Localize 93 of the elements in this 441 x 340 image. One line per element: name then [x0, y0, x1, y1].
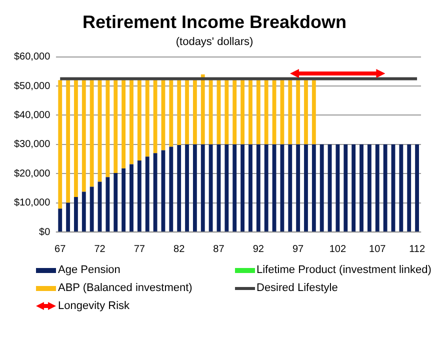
bar [82, 192, 86, 232]
bar [224, 80, 229, 144]
x-tick-label: 92 [252, 244, 264, 255]
text: Longevity Risk [58, 300, 130, 312]
bar [328, 144, 332, 232]
bar [320, 144, 324, 232]
bar [185, 144, 189, 232]
bar [288, 144, 292, 232]
bar [208, 144, 213, 232]
bar [177, 80, 182, 145]
bar [74, 80, 78, 197]
bar [248, 144, 252, 232]
bar [145, 156, 150, 232]
bar [383, 144, 388, 232]
bar [106, 177, 110, 232]
bar [169, 80, 174, 147]
bar [74, 196, 78, 232]
x-tick-label: 102 [329, 244, 346, 255]
bar [415, 144, 419, 232]
x-tick-label: 97 [292, 244, 304, 255]
bar [312, 80, 316, 144]
legend-label: Desired Lifestyle [256, 282, 338, 294]
x-tick-label: 67 [54, 244, 66, 255]
bar [130, 164, 134, 232]
bar [177, 144, 182, 232]
bar [114, 80, 118, 174]
x-tick-label: 87 [213, 244, 225, 255]
bar [200, 74, 205, 144]
bar [367, 144, 372, 232]
bar [58, 208, 62, 232]
bar [90, 80, 94, 187]
bar [344, 144, 348, 232]
bar [407, 144, 412, 232]
bar [304, 80, 308, 144]
bar [66, 80, 70, 203]
x-tick-label: 77 [134, 244, 146, 255]
bar [208, 80, 213, 144]
bar [137, 160, 142, 232]
bar [137, 80, 142, 160]
bar [240, 80, 245, 144]
bar [280, 144, 284, 232]
bar [122, 168, 126, 232]
bar [264, 144, 268, 232]
bar [185, 80, 189, 144]
bar [360, 144, 364, 232]
bar [256, 144, 260, 232]
bar [153, 80, 158, 154]
bar [256, 80, 260, 144]
bar [122, 80, 126, 168]
legend-label: ABP (Balanced investment) [58, 282, 192, 294]
bar [352, 144, 356, 232]
bar [130, 80, 134, 164]
bar [66, 202, 70, 232]
bar [232, 144, 237, 232]
y-tick-label: $10,000 [14, 198, 51, 209]
legend-label: Lifetime Product (investment linked) [256, 264, 432, 276]
y-tick-label: $60,000 [14, 52, 51, 63]
chart-title: Retirement Income Breakdown [82, 12, 347, 32]
bar [399, 144, 404, 232]
y-tick-label: $40,000 [14, 110, 51, 121]
legend-label: Age Pension [58, 264, 120, 276]
x-tick-label: 107 [369, 244, 386, 255]
bar [264, 80, 268, 144]
x-tick-label: 72 [94, 244, 106, 255]
bar [106, 80, 110, 178]
y-tick-label: $0 [39, 226, 51, 238]
bar [153, 153, 158, 232]
bar [288, 80, 292, 144]
bar [296, 144, 300, 232]
bar [248, 80, 252, 144]
y-tick-label: $30,000 [14, 139, 51, 150]
x-tick-label: 112 [409, 244, 426, 255]
bar [280, 80, 284, 144]
bar [145, 80, 150, 157]
bar [114, 173, 118, 232]
bar [169, 146, 174, 232]
bar [240, 144, 245, 232]
bar [200, 144, 205, 232]
bar [304, 144, 308, 232]
x-tick-label: 82 [174, 244, 186, 255]
bar [192, 80, 197, 144]
y-tick-label: $20,000 [14, 168, 51, 180]
chart-subtitle: (todays' dollars) [176, 36, 254, 48]
bar [312, 144, 316, 232]
bar [192, 144, 197, 232]
bar [90, 186, 94, 232]
y-tick-label: $50,000 [14, 80, 51, 92]
bar [224, 144, 229, 232]
bar [232, 80, 237, 144]
bar [82, 80, 86, 192]
bar [375, 144, 380, 232]
bar [296, 80, 300, 144]
bar [58, 80, 62, 209]
